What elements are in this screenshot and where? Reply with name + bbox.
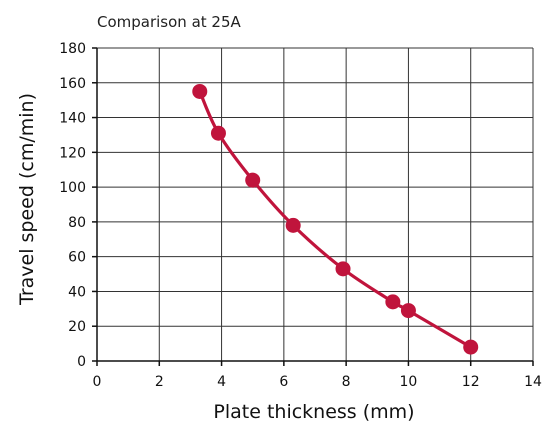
y-tick-label: 40 (68, 284, 86, 300)
x-tick-labels: 0 2 4 6 8 10 12 14 (93, 374, 542, 390)
axes (92, 47, 534, 366)
y-tick-label: 140 (59, 111, 86, 127)
x-tick-label: 12 (462, 374, 480, 390)
x-tick-label: 14 (524, 374, 542, 390)
series-line (198, 89, 473, 349)
y-tick-label: 80 (68, 215, 86, 231)
data-point (385, 294, 401, 310)
y-tick-label: 120 (59, 145, 86, 161)
x-tick-label: 8 (342, 374, 351, 390)
data-point (210, 125, 226, 141)
x-tick-label: 10 (400, 374, 418, 390)
y-tick-label: 0 (77, 354, 86, 370)
data-point (463, 339, 479, 355)
y-axis-label: Travel speed (cm/min) (16, 93, 38, 306)
y-tick-label: 160 (59, 76, 86, 92)
data-point (335, 261, 351, 277)
y-tick-label: 60 (68, 250, 86, 266)
data-point (285, 217, 301, 233)
chart-title: Comparison at 25A (97, 13, 242, 31)
y-tick-label: 100 (59, 180, 86, 196)
data-point (192, 83, 208, 99)
x-tick-label: 2 (155, 374, 164, 390)
x-tick-label: 6 (279, 374, 288, 390)
x-tick-label: 0 (93, 374, 102, 390)
x-tick-label: 4 (217, 374, 226, 390)
data-point (245, 172, 261, 188)
y-tick-label: 180 (59, 41, 86, 57)
data-point (400, 303, 416, 319)
series (192, 83, 479, 355)
x-axis-label: Plate thickness (mm) (213, 401, 414, 423)
grid (97, 47, 534, 361)
y-tick-labels: 0 20 40 60 80 100 120 140 160 180 (59, 41, 86, 370)
y-tick-label: 20 (68, 319, 86, 335)
